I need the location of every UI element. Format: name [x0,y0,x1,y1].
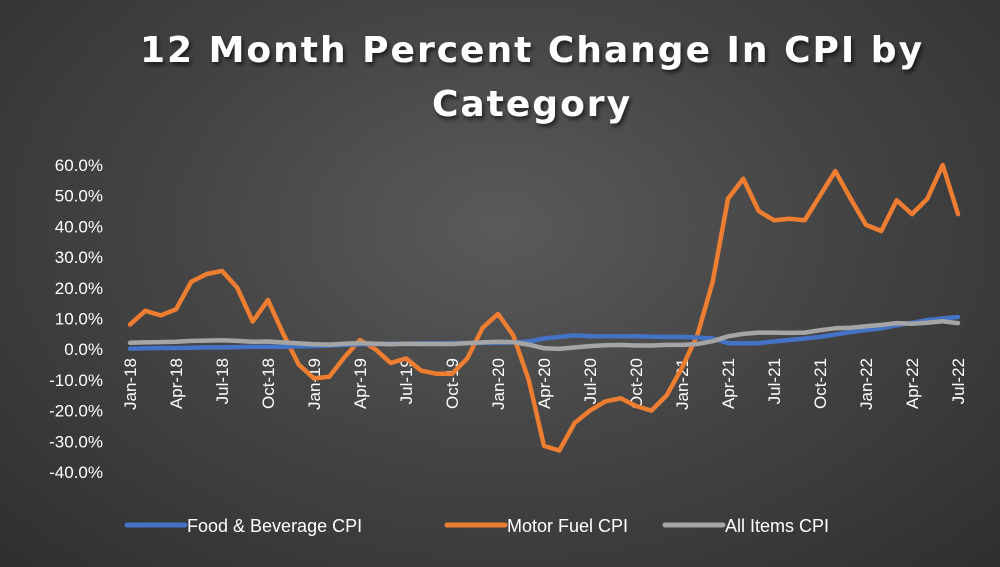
x-tick-label: Jul-20 [581,358,600,404]
y-tick-label: 30.0% [55,248,103,267]
y-tick-label: 40.0% [55,217,103,236]
x-axis: Jan-18 Apr-18 Jul-18 Oct-18 Jan-19 Apr-19 Jul-… [121,358,968,410]
x-tick-label: Oct-21 [811,358,830,409]
series-line-motor-fuel-cpi [127,162,961,453]
y-tick-label: 60.0% [55,156,103,175]
series-line-all-items-cpi [127,319,961,352]
y-tick-label: -20.0% [49,402,103,421]
y-tick-label: 10.0% [55,310,103,329]
x-tick-label: Apr-18 [167,358,186,409]
y-axis: 60.0% 50.0% 40.0% 30.0% 20.0% 10.0% 0.0% -10.0%… [49,156,103,482]
x-tick-label: Jan-19 [305,358,324,410]
x-tick-label: Apr-22 [903,358,922,409]
x-tick-label: Apr-20 [535,358,554,409]
x-tick-label: Jul-19 [397,358,416,404]
x-tick-label: Oct-20 [627,358,646,409]
y-tick-label: 50.0% [55,187,103,206]
legend-label: All Items CPI [725,516,829,536]
legend-label: Motor Fuel CPI [507,516,628,536]
x-tick-label: Oct-18 [259,358,278,409]
legend-label: Food & Beverage CPI [187,516,362,536]
x-tick-label: Jul-18 [213,358,232,404]
x-tick-label: Apr-21 [719,358,738,409]
series-lines [127,162,961,453]
x-tick-label: Jan-18 [121,358,140,410]
y-tick-label: 20.0% [55,279,103,298]
y-tick-label: -40.0% [49,463,103,482]
y-tick-label: -30.0% [49,432,103,451]
chart-title-line-2: Category [432,84,632,125]
y-tick-label: -10.0% [49,371,103,390]
chart-title-line-1: 12 Month Percent Change In CPI by [140,30,924,71]
x-tick-label: Jan-20 [489,358,508,410]
legend: Food & Beverage CPI Motor Fuel CPI All Ite… [124,516,829,536]
x-tick-label: Apr-19 [351,358,370,409]
x-tick-label: Jul-22 [949,358,968,404]
x-tick-label: Jul-21 [765,358,784,404]
series-line-food-beverage-cpi [127,314,961,351]
chart-title: 12 Month Percent Change In CPI by Catego… [140,30,924,125]
x-tick-label: Jan-22 [857,358,876,410]
y-tick-label: 0.0% [64,340,103,359]
